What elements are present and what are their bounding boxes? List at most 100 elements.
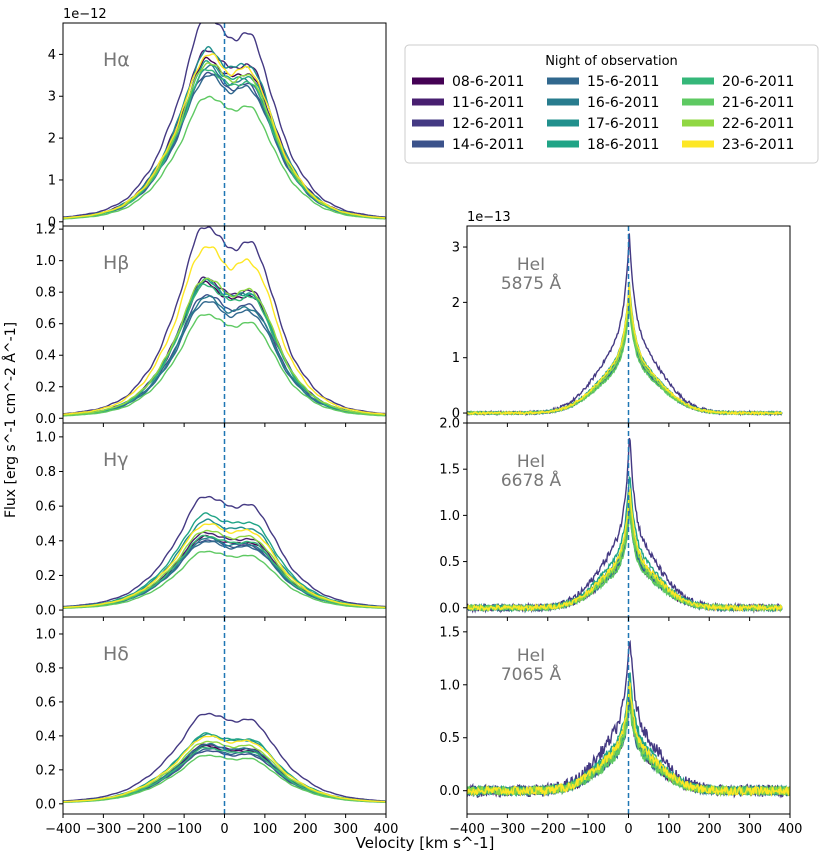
hbeta-ytick-label: 0.4: [35, 349, 56, 364]
hei5875-series-20-6-2011: [467, 293, 783, 416]
axes-layer: 0 1 2 3 4 1e−12 Hα 0.0 0.2 0.4 0.6 0.8 1.0 1.2 Hβ 0.0 0.…: [35, 7, 802, 837]
hei7065-xtick-label: 300: [737, 822, 762, 837]
hei5875-line-label: HeI: [517, 255, 545, 275]
halpha-ytick-label: 4: [48, 48, 56, 63]
hei5875-ytick-label: 3: [452, 241, 460, 256]
hdelta-ytick-label: 1.0: [35, 627, 56, 642]
hei5875-series-16-6-2011: [467, 297, 783, 416]
hdelta-xtick-label: 200: [293, 822, 318, 837]
hei7065-xtick-label: −400: [449, 822, 485, 837]
hdelta-ytick-label: 0.6: [35, 695, 56, 710]
hgamma-ytick-label: 0.0: [35, 604, 56, 619]
hgamma-ytick-label: 0.2: [35, 569, 56, 584]
hei5875-series-17-6-2011: [467, 288, 783, 416]
hgamma-ytick-label: 0.4: [35, 534, 56, 549]
hgamma-series-14-6-2011: [63, 539, 386, 609]
hei6678-series-14-6-2011: [467, 505, 783, 613]
hgamma-ytick-label: 0.6: [35, 500, 56, 515]
hdelta-xtick-label: 300: [333, 822, 358, 837]
hgamma-ytick-label: 0.8: [35, 465, 56, 480]
legend-entry-17-6-2011: 17-6-2011: [587, 116, 659, 132]
legend-entry-21-6-2011: 21-6-2011: [722, 95, 794, 111]
legend-box: [404, 44, 819, 164]
hei5875-series-group: [467, 233, 783, 417]
legend-entry-15-6-2011: 15-6-2011: [587, 74, 659, 90]
x-axis-label: Velocity [km s^-1]: [356, 834, 495, 852]
hei6678-series-11-6-2011: [467, 500, 783, 613]
hdelta-xtick-label: −200: [126, 822, 162, 837]
hei6678-series-16-6-2011: [467, 499, 783, 613]
hei5875-series-14-6-2011: [467, 299, 783, 416]
halpha-ytick-label: 2: [48, 132, 56, 147]
hbeta-ytick-label: 1.0: [35, 254, 56, 269]
hdelta-ytick-label: 0.0: [35, 797, 56, 812]
hbeta-ytick-label: 0.8: [35, 286, 56, 301]
hei7065-ytick-label: 1.5: [439, 625, 460, 640]
hei7065-xtick-label: 0: [624, 822, 632, 837]
hdelta-xtick-label: −400: [45, 822, 81, 837]
legend-entry-11-6-2011: 11-6-2011: [452, 95, 524, 111]
hdelta-ytick-label: 0.8: [35, 661, 56, 676]
legend-entry-12-6-2011: 12-6-2011: [452, 116, 524, 132]
hei7065-xtick-label: −200: [530, 822, 566, 837]
hei7065-ytick-label: 0.5: [439, 731, 460, 746]
legend: Night of observation 08-6-2011 11-6-2011 12…: [404, 44, 819, 164]
hdelta-ytick-label: 0.4: [35, 729, 56, 744]
legend-entry-08-6-2011: 08-6-2011: [452, 74, 524, 90]
hei6678-ytick-label: 2.0: [439, 417, 460, 432]
hei7065-line-label: HeI: [517, 646, 545, 666]
legend-title: Night of observation: [545, 54, 678, 69]
hei5875-ytick-label: 2: [452, 296, 460, 311]
hbeta-ytick-label: 0.0: [35, 412, 56, 427]
hei5875-series-08-6-2011: [467, 300, 782, 416]
hbeta-ytick-label: 0.2: [35, 380, 56, 395]
hdelta-series-17-6-2011: [63, 733, 386, 803]
halpha-ytick-label: 3: [48, 90, 56, 105]
hbeta-ytick-label: 1.2: [35, 223, 56, 238]
halpha-ytick-label: 0: [48, 215, 56, 230]
hei6678-ytick-label: 1.0: [439, 509, 460, 524]
hei5875-series-22-6-2011: [467, 294, 783, 416]
hdelta-xtick-label: −100: [166, 822, 202, 837]
legend-entry-14-6-2011: 14-6-2011: [452, 137, 524, 153]
y-axis-label: Flux [erg s^-1 cm^-2 Å^-1]: [2, 322, 19, 518]
hdelta-series-12-6-2011: [63, 712, 386, 802]
hei5875-multiplier: 1e−13: [467, 210, 511, 225]
hei7065-xtick-label: −100: [570, 822, 606, 837]
hei5875-series-23-6-2011: [467, 283, 783, 416]
hei5875-series-15-6-2011: [467, 301, 783, 416]
hei7065-xtick-label: −300: [490, 822, 526, 837]
hdelta-series-group: [63, 712, 386, 803]
hei6678-series-group: [467, 437, 783, 614]
legend-entry-20-6-2011: 20-6-2011: [722, 74, 794, 90]
hei6678-ytick-label: 1.5: [439, 463, 460, 478]
hdelta-xtick-label: 100: [252, 822, 277, 837]
hei7065-line-wavelength: 7065 Å: [501, 663, 562, 685]
hei7065-xtick-label: 400: [778, 822, 803, 837]
hbeta-ytick-label: 0.6: [35, 317, 56, 332]
hgamma-ytick-label: 1.0: [35, 430, 56, 445]
hei5875-line-wavelength: 5875 Å: [501, 272, 562, 294]
hei5875-series-21-6-2011: [467, 306, 782, 416]
hdelta-line-label: Hδ: [103, 643, 129, 665]
legend-entry-18-6-2011: 18-6-2011: [587, 137, 659, 153]
hei6678-line-wavelength: 6678 Å: [501, 469, 562, 491]
hei6678-ytick-label: 0.5: [439, 555, 460, 570]
curves-layer: [63, 23, 790, 814]
hei5875-series-11-6-2011: [467, 292, 783, 416]
halpha-line-label: Hα: [103, 49, 130, 71]
hei7065-ytick-label: 0.0: [439, 784, 460, 799]
hei5875-ytick-label: 1: [452, 351, 460, 366]
hei5875-ytick-label: 0: [452, 407, 460, 422]
hei7065-xtick-label: 100: [656, 822, 681, 837]
hdelta-ytick-label: 0.2: [35, 763, 56, 778]
hei6678-series-20-6-2011: [467, 500, 782, 613]
hdelta-xtick-label: −300: [86, 822, 122, 837]
hdelta-xtick-label: 0: [220, 822, 228, 837]
hei6678-series-22-6-2011: [467, 497, 783, 613]
legend-entry-22-6-2011: 22-6-2011: [722, 116, 794, 132]
hdelta-series-18-6-2011: [63, 732, 386, 803]
legend-entry-23-6-2011: 23-6-2011: [722, 137, 794, 153]
legend-entry-16-6-2011: 16-6-2011: [587, 95, 659, 111]
